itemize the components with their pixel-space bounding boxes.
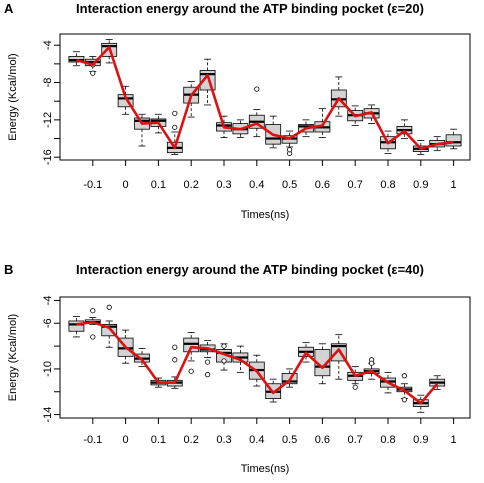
outlier-point <box>352 384 358 390</box>
x-tick-label: 0 <box>123 434 129 446</box>
outlier-point <box>90 308 96 314</box>
outlier-point <box>90 334 96 340</box>
y-tick-label: -14 <box>42 407 54 423</box>
y-tick-label: -6 <box>42 318 54 328</box>
box <box>314 108 331 139</box>
y-tick-label: -12 <box>42 112 54 128</box>
box-body <box>445 134 462 147</box>
outlier-point <box>172 110 178 116</box>
x-tick-label: 0.5 <box>282 434 297 446</box>
y-axis-title: Energy (Kcal/mol) <box>7 314 19 401</box>
x-tick-label: 1 <box>451 179 457 191</box>
x-tick-label: 0.4 <box>249 179 264 191</box>
y-axis-title: Energy (Kcal/mol) <box>7 53 19 140</box>
panel-letter: A <box>4 1 14 16</box>
outlier-point <box>172 124 178 130</box>
x-tick-label: -0.1 <box>83 179 102 191</box>
mean-line <box>76 45 454 151</box>
box <box>330 76 347 117</box>
x-tick-label: 0.6 <box>315 179 330 191</box>
outlier-point <box>286 147 293 153</box>
x-axis-title: Times(ns) <box>241 209 289 221</box>
chart-title: Interaction energy around the ATP bindin… <box>76 262 424 277</box>
y-tick-label: -4 <box>42 40 54 50</box>
chart-title: Interaction energy around the ATP bindin… <box>76 1 424 16</box>
box <box>248 86 265 138</box>
x-tick-label: 0.3 <box>216 434 231 446</box>
box-body <box>101 323 118 337</box>
x-tick-label: -0.1 <box>83 434 102 446</box>
x-tick-label: 0.2 <box>184 434 199 446</box>
outlier-point <box>401 397 407 403</box>
x-tick-label: 0.2 <box>184 179 199 191</box>
box <box>68 316 85 338</box>
y-tick-label: -10 <box>42 361 54 377</box>
box <box>183 331 200 374</box>
outlier-point <box>188 368 194 374</box>
box <box>429 375 446 390</box>
outlier-point <box>205 359 211 365</box>
x-tick-label: 0.5 <box>282 179 297 191</box>
outlier-point <box>205 372 211 378</box>
x-tick-label: 0.7 <box>348 179 363 191</box>
plot-frame <box>59 33 471 161</box>
x-tick-label: 0.1 <box>151 179 166 191</box>
box-body <box>68 320 85 332</box>
x-tick-label: 0.1 <box>151 434 166 446</box>
outlier-point <box>90 70 96 76</box>
x-tick-label: 0.4 <box>249 434 264 446</box>
x-tick-label: 0.8 <box>380 434 395 446</box>
box <box>134 113 150 147</box>
box <box>445 128 462 150</box>
outlier-point <box>221 343 227 349</box>
outlier-point <box>221 358 227 364</box>
panel-letter: B <box>4 262 13 277</box>
x-axis-title: Times(ns) <box>241 463 289 475</box>
panel-a: A Interaction energy around the ATP bindi… <box>4 1 471 221</box>
outlier-point <box>172 357 178 363</box>
outlier-point <box>254 86 260 92</box>
box <box>314 343 331 385</box>
box <box>134 347 150 368</box>
outlier-point <box>401 373 407 379</box>
plot-frame <box>59 296 471 419</box>
box <box>347 366 364 390</box>
y-tick-label: -16 <box>42 149 54 165</box>
box <box>68 51 85 67</box>
x-tick-label: 0.7 <box>348 434 363 446</box>
panel-b: B Interaction energy around the ATP bindi… <box>4 262 471 475</box>
box <box>117 85 134 115</box>
x-tick-label: 0.9 <box>413 434 428 446</box>
box <box>199 339 216 378</box>
x-tick-label: 1 <box>451 434 457 446</box>
box <box>265 378 282 403</box>
y-tick-label: -8 <box>42 78 54 88</box>
outlier-point <box>106 304 112 310</box>
x-tick-label: 0 <box>123 179 129 191</box>
outlier-point <box>172 344 178 350</box>
outlier-point <box>368 360 375 366</box>
mean-line <box>76 320 439 405</box>
x-tick-label: 0.9 <box>413 179 428 191</box>
x-tick-label: 0.6 <box>315 434 330 446</box>
y-tick-label: -4 <box>42 296 54 306</box>
x-tick-label: 0.3 <box>216 179 231 191</box>
x-tick-label: 0.8 <box>380 179 395 191</box>
